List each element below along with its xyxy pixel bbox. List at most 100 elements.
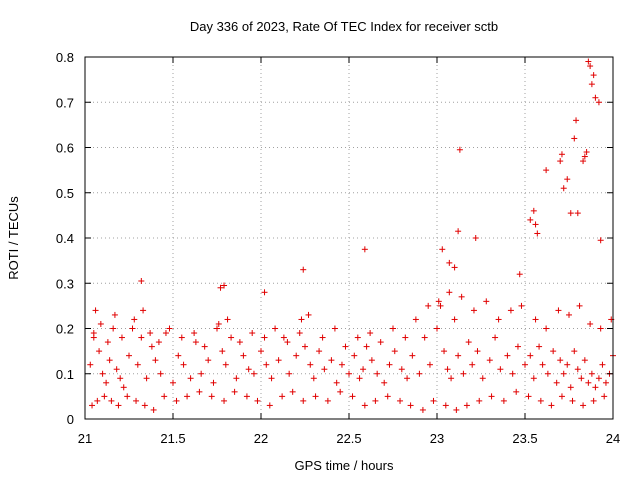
data-point bbox=[530, 375, 537, 382]
data-point bbox=[89, 402, 96, 409]
data-point bbox=[377, 339, 384, 346]
data-point bbox=[155, 339, 162, 346]
data-point bbox=[453, 406, 460, 413]
data-point bbox=[191, 330, 198, 337]
data-point bbox=[409, 352, 416, 359]
data-point bbox=[569, 397, 576, 404]
data-point bbox=[446, 289, 453, 296]
data-point bbox=[367, 330, 374, 337]
data-point bbox=[539, 361, 546, 368]
data-point bbox=[286, 370, 293, 377]
y-tick-label: 0.8 bbox=[56, 50, 74, 65]
data-point bbox=[356, 375, 363, 382]
data-point bbox=[104, 339, 111, 346]
data-point bbox=[138, 334, 145, 341]
x-tick-label: 22 bbox=[254, 431, 268, 446]
data-point bbox=[430, 397, 437, 404]
data-point bbox=[372, 397, 379, 404]
data-point bbox=[595, 99, 602, 106]
data-point bbox=[328, 357, 335, 364]
data-point bbox=[564, 361, 571, 368]
x-axis: 21 21.5 22 22.5 23 23.5 24 bbox=[78, 57, 620, 446]
data-point bbox=[133, 397, 140, 404]
x-tick-label: 22.5 bbox=[336, 431, 361, 446]
data-point bbox=[530, 207, 537, 214]
data-point bbox=[407, 402, 414, 409]
data-point bbox=[298, 316, 305, 323]
data-point bbox=[590, 397, 597, 404]
x-axis-label: GPS time / hours bbox=[295, 458, 394, 473]
data-point bbox=[90, 330, 97, 337]
data-point bbox=[87, 361, 94, 368]
data-point bbox=[131, 316, 138, 323]
data-point bbox=[147, 330, 154, 337]
data-point bbox=[444, 366, 451, 373]
data-point bbox=[280, 334, 287, 341]
data-point bbox=[310, 375, 317, 382]
data-point bbox=[567, 384, 574, 391]
data-point bbox=[302, 343, 308, 350]
data-point bbox=[476, 397, 483, 404]
data-point bbox=[215, 320, 222, 327]
data-point bbox=[437, 302, 444, 309]
data-point bbox=[555, 307, 562, 314]
y-axis-label: ROTI / TECUs bbox=[6, 196, 21, 280]
data-point bbox=[435, 298, 442, 305]
data-point bbox=[363, 343, 370, 350]
data-point bbox=[412, 316, 419, 323]
data-point bbox=[140, 307, 147, 314]
data-point bbox=[500, 397, 507, 404]
data-point bbox=[208, 393, 215, 400]
data-point bbox=[581, 153, 588, 160]
data-point bbox=[434, 325, 440, 332]
data-point bbox=[557, 158, 564, 165]
data-point bbox=[333, 379, 340, 386]
data-point bbox=[425, 302, 432, 309]
data-point bbox=[544, 370, 551, 377]
data-point bbox=[129, 325, 136, 332]
data-point bbox=[567, 210, 574, 217]
data-point bbox=[548, 402, 555, 409]
data-point bbox=[573, 117, 580, 124]
data-point bbox=[537, 397, 544, 404]
data-point bbox=[113, 366, 120, 373]
data-point bbox=[187, 375, 194, 382]
data-point bbox=[463, 402, 470, 409]
data-point bbox=[214, 325, 220, 332]
x-tick-label: 23 bbox=[430, 431, 444, 446]
data-point bbox=[571, 348, 578, 355]
data-point bbox=[532, 221, 539, 228]
data-point bbox=[205, 357, 212, 364]
data-point bbox=[307, 361, 314, 368]
x-tick-label: 21 bbox=[78, 431, 92, 446]
data-point bbox=[117, 375, 124, 382]
data-point bbox=[312, 393, 319, 400]
data-point bbox=[351, 352, 358, 359]
data-point bbox=[404, 375, 411, 382]
y-tick-label: 0.1 bbox=[56, 367, 74, 382]
data-point bbox=[597, 325, 604, 332]
data-point bbox=[108, 397, 115, 404]
data-point bbox=[319, 334, 326, 341]
data-point bbox=[103, 379, 110, 386]
data-point bbox=[553, 379, 560, 386]
data-point bbox=[272, 325, 279, 332]
data-point bbox=[249, 330, 256, 337]
data-point bbox=[258, 348, 264, 355]
data-point bbox=[266, 402, 273, 409]
data-point bbox=[588, 370, 595, 377]
data-point bbox=[196, 388, 203, 395]
data-point bbox=[250, 370, 257, 377]
data-point bbox=[486, 357, 493, 364]
data-point bbox=[441, 348, 448, 355]
data-point bbox=[115, 402, 122, 409]
data-point bbox=[516, 271, 523, 278]
data-point bbox=[558, 393, 565, 400]
data-point bbox=[354, 334, 361, 341]
data-point bbox=[550, 348, 557, 355]
data-point bbox=[585, 379, 592, 386]
data-point bbox=[534, 230, 541, 237]
data-point bbox=[275, 357, 282, 364]
data-point bbox=[337, 388, 344, 395]
